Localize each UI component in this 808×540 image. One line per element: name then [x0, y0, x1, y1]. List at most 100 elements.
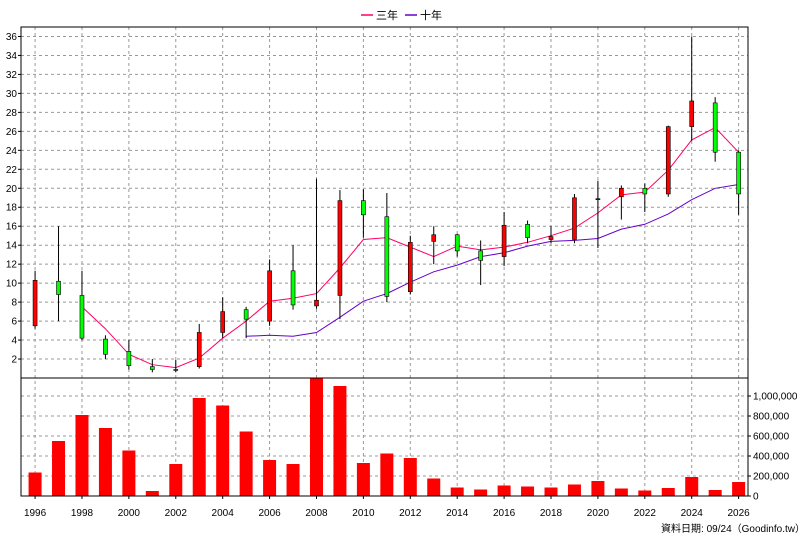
price-tick-label: 16 [6, 222, 18, 233]
candle-body [572, 197, 577, 240]
candle-body [525, 224, 530, 238]
volume-axis-labels: 0 200,000 400,000 600,000 800,000 1,000,000 [748, 392, 798, 503]
volume-bar [661, 488, 675, 496]
volume-bar [98, 428, 112, 496]
candlesticks [32, 36, 741, 373]
price-tick-label: 10 [6, 279, 18, 290]
candle-body [548, 236, 554, 240]
year-tick-label: 2018 [540, 508, 563, 519]
price-tick-label: 32 [6, 70, 18, 81]
candle-body [689, 100, 695, 127]
year-tick-label: 1998 [71, 508, 94, 519]
price-tick-label: 2 [11, 355, 17, 366]
candle-body [665, 126, 671, 195]
volume-bars [28, 378, 746, 496]
candle-body [712, 102, 718, 153]
candle-body [32, 279, 38, 327]
candle-body [267, 270, 272, 322]
volume-tick-label: 200,000 [753, 472, 790, 483]
year-tick-label: 2026 [727, 508, 750, 519]
plot-frame [20, 26, 749, 497]
candle-body [619, 187, 624, 198]
volume-bar [356, 463, 370, 496]
volume-bar [169, 464, 183, 496]
year-tick-label: 2002 [165, 508, 188, 519]
moving-average-line [246, 184, 739, 337]
price-tick-label: 8 [11, 298, 17, 309]
candle-body [314, 299, 319, 307]
volume-bar [192, 398, 206, 496]
price-tick-label: 12 [6, 260, 18, 271]
volume-tick-label: 600,000 [753, 432, 790, 443]
legend: 三年 十年 [361, 8, 442, 22]
candle-body [126, 351, 132, 366]
year-tick-label: 2010 [352, 508, 375, 519]
year-tick-label: 2012 [399, 508, 422, 519]
volume-bar [544, 487, 558, 496]
volume-bar [309, 378, 323, 496]
candle-body [501, 224, 507, 257]
volume-tick-label: 400,000 [753, 452, 790, 463]
volume-bar [286, 464, 300, 496]
volume-bar [28, 472, 42, 496]
volume-bar [403, 458, 417, 496]
footer-source-date: 資料日期: 09/24（Goodinfo.tw） [661, 522, 805, 535]
candle-body [431, 234, 437, 242]
price-tick-label: 6 [11, 317, 17, 328]
volume-bar [75, 415, 89, 496]
volume-tick-label: 0 [753, 492, 759, 503]
candle-body [595, 198, 601, 201]
year-axis-labels: 1996 1998 2000 2002 2004 2006 2008 2010 2012 2014… [24, 496, 750, 519]
volume-bar [216, 405, 230, 496]
year-tick-label: 2024 [681, 508, 704, 519]
candle-body [478, 250, 483, 261]
volume-bar [521, 486, 535, 496]
year-tick-label: 2000 [118, 508, 141, 519]
price-tick-label: 30 [6, 89, 18, 100]
candle-body [220, 311, 225, 333]
price-tick-label: 28 [6, 108, 18, 119]
candle-body [454, 234, 460, 252]
year-tick-label: 2008 [305, 508, 328, 519]
candle-body [384, 216, 390, 297]
volume-bar [333, 386, 347, 496]
legend-label-ten-year: 十年 [420, 8, 442, 22]
volume-bar [122, 450, 136, 496]
volume-bar [638, 490, 652, 496]
volume-bar [708, 490, 722, 496]
candle-body [290, 270, 296, 306]
price-tick-label: 14 [6, 241, 18, 252]
volume-tick-label: 800,000 [753, 412, 790, 423]
candle-body [337, 200, 343, 296]
volume-bar [567, 484, 581, 496]
volume-bar [52, 441, 66, 496]
volume-bar [591, 481, 605, 496]
candle-body [150, 366, 155, 370]
volume-bar [614, 488, 628, 496]
year-tick-label: 2022 [634, 508, 657, 519]
year-tick-label: 1996 [24, 508, 47, 519]
candle-body [361, 200, 366, 216]
volume-bar [497, 485, 511, 496]
volume-tick-label: 1,000,000 [753, 392, 798, 403]
volume-bar [263, 460, 277, 496]
candle-body [736, 151, 741, 195]
candle-body [173, 369, 179, 371]
volume-bar [732, 482, 746, 496]
year-tick-label: 2014 [446, 508, 469, 519]
price-tick-label: 20 [6, 184, 18, 195]
price-tick-label: 34 [6, 51, 18, 62]
year-tick-label: 2016 [493, 508, 516, 519]
volume-bar [450, 487, 464, 496]
year-tick-label: 2020 [587, 508, 610, 519]
price-tick-label: 4 [11, 336, 17, 347]
candle-body [243, 309, 249, 320]
price-tick-label: 22 [6, 165, 18, 176]
price-tick-label: 24 [6, 146, 18, 157]
volume-bar [145, 491, 159, 496]
candle-body [56, 280, 61, 295]
legend-label-three-year: 三年 [376, 8, 398, 22]
